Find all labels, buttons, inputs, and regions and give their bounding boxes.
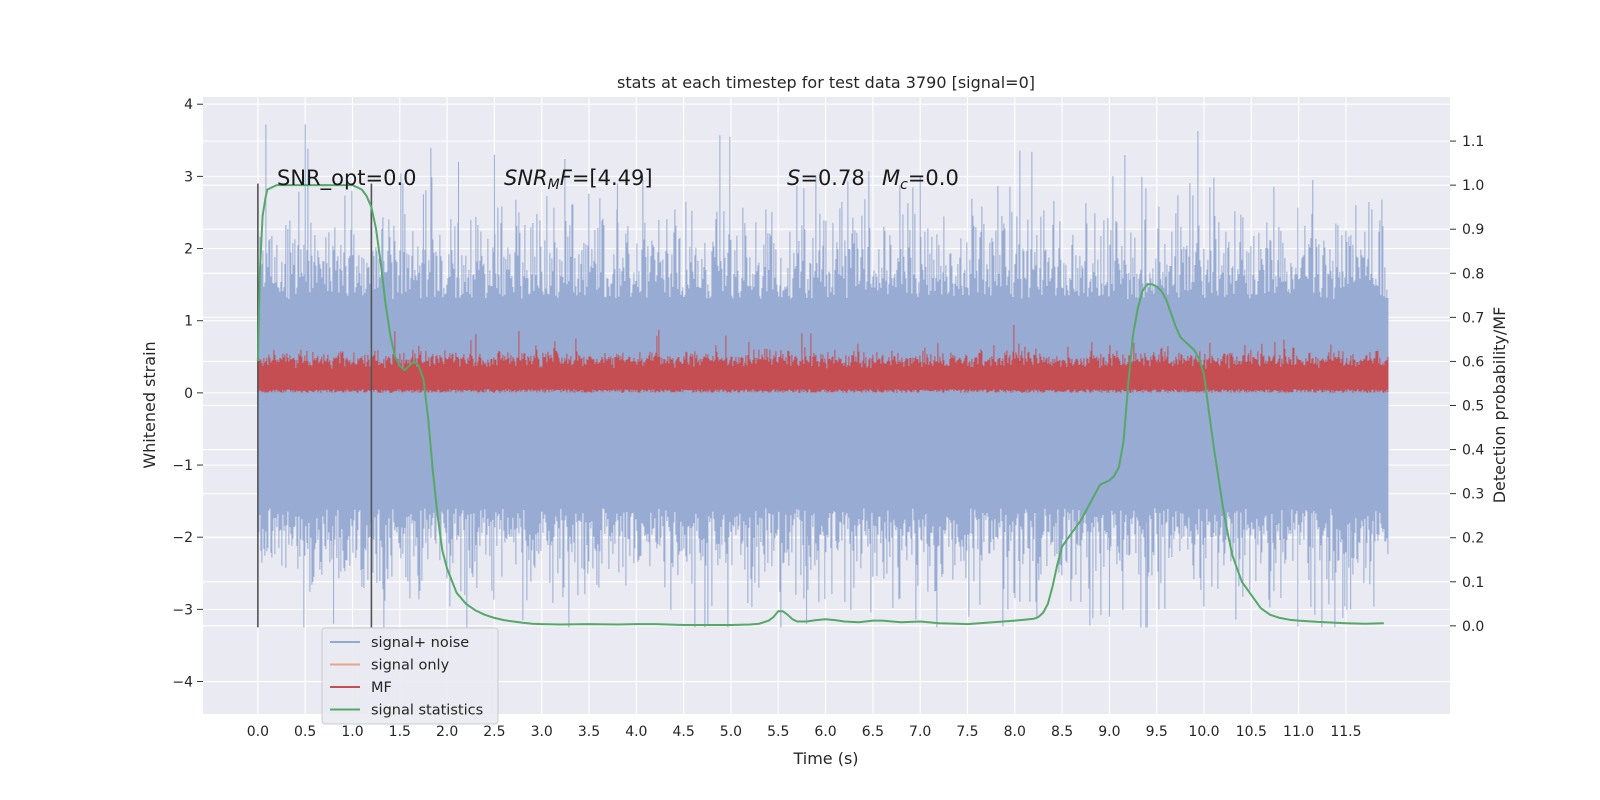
legend: signal+ noise signal only MF signal statist… xyxy=(321,627,499,725)
annotation-mc: Mc=0.0 xyxy=(882,166,959,193)
x-tick-label: 2.0 xyxy=(436,724,458,740)
x-tick-label: 8.0 xyxy=(1004,724,1026,740)
y-right-tick-label: 1.1 xyxy=(1462,134,1484,150)
x-tick-label: 5.5 xyxy=(767,724,789,740)
chart-title: stats at each timestep for test data 379… xyxy=(617,73,1035,92)
y-left-axis-ticks: 4 3 2 1 0 −1 −2 −3 −4 xyxy=(172,97,203,691)
y-left-tick-label: 3 xyxy=(184,169,193,185)
x-tick-label: 6.0 xyxy=(814,724,836,740)
annotation-snr-opt: SNR_opt=0.0 xyxy=(277,166,417,191)
x-tick-label: 5.0 xyxy=(720,724,742,740)
y-right-tick-label: 0.0 xyxy=(1462,619,1484,635)
x-tick-label: 9.5 xyxy=(1146,724,1168,740)
x-tick-label: 11.5 xyxy=(1330,724,1361,740)
x-tick-label: 4.0 xyxy=(625,724,647,740)
x-axis-title: Time (s) xyxy=(792,749,858,768)
legend-box xyxy=(321,627,499,725)
x-tick-label: 6.5 xyxy=(862,724,884,740)
y-right-tick-label: 0.5 xyxy=(1462,399,1484,415)
y-left-tick-label: 1 xyxy=(184,314,193,330)
y-right-axis-ticks: 1.1 1.0 0.9 0.8 0.7 0.6 0.5 0.4 0.3 0.2 0.1 0.0 xyxy=(1450,134,1484,635)
y-right-tick-label: 0.4 xyxy=(1462,443,1484,459)
x-tick-label: 8.5 xyxy=(1051,724,1073,740)
x-tick-label: 3.5 xyxy=(578,724,600,740)
x-tick-label: 9.0 xyxy=(1098,724,1120,740)
y-left-axis-title: Whitened strain xyxy=(140,341,159,468)
y-left-tick-label: 4 xyxy=(184,97,193,113)
y-left-tick-label: −3 xyxy=(172,602,193,618)
x-tick-label: 10.0 xyxy=(1188,724,1219,740)
y-right-tick-label: 0.1 xyxy=(1462,575,1484,591)
legend-label: signal only xyxy=(371,658,450,674)
legend-label: MF xyxy=(371,680,392,696)
x-tick-label: 1.5 xyxy=(389,724,411,740)
y-right-tick-label: 0.3 xyxy=(1462,487,1484,503)
x-tick-label: 7.0 xyxy=(909,724,931,740)
y-right-tick-label: 0.8 xyxy=(1462,266,1484,282)
x-tick-label: 2.5 xyxy=(483,724,505,740)
y-left-tick-label: −2 xyxy=(172,530,193,546)
x-tick-label: 10.5 xyxy=(1236,724,1267,740)
signal-statistics-series xyxy=(256,184,1384,626)
x-tick-label: 0.0 xyxy=(247,724,269,740)
y-left-tick-label: 2 xyxy=(184,242,193,258)
y-right-tick-label: 0.7 xyxy=(1462,310,1484,326)
y-right-tick-label: 0.9 xyxy=(1462,222,1484,238)
x-tick-label: 3.0 xyxy=(531,724,553,740)
x-tick-label: 7.5 xyxy=(956,724,978,740)
annotation-snr-mf: SNRMF=[4.49] xyxy=(504,166,653,193)
y-left-tick-label: −1 xyxy=(172,458,193,474)
y-right-tick-label: 0.2 xyxy=(1462,531,1484,547)
x-tick-label: 0.5 xyxy=(294,724,316,740)
annotation-s: S=0.78 xyxy=(787,166,865,190)
signal-statistics-line xyxy=(256,184,1384,626)
legend-label: signal statistics xyxy=(371,703,483,719)
legend-label: signal+ noise xyxy=(371,635,469,651)
y-right-tick-label: 1.0 xyxy=(1462,178,1484,194)
x-tick-label: 4.5 xyxy=(673,724,695,740)
x-tick-label: 11.0 xyxy=(1283,724,1314,740)
event-markers xyxy=(257,183,373,628)
y-left-tick-label: −4 xyxy=(172,675,193,691)
x-tick-label: 1.0 xyxy=(341,724,363,740)
x-axis-ticks: 0.0 0.5 1.0 1.5 2.0 2.5 3.0 3.5 4.0 4.5 5.0 5.5 6.0 6… xyxy=(247,724,1362,740)
y-left-tick-label: 0 xyxy=(184,386,193,402)
y-right-axis-title: Detection probability/MF xyxy=(1490,307,1509,504)
y-right-tick-label: 0.6 xyxy=(1462,354,1484,370)
